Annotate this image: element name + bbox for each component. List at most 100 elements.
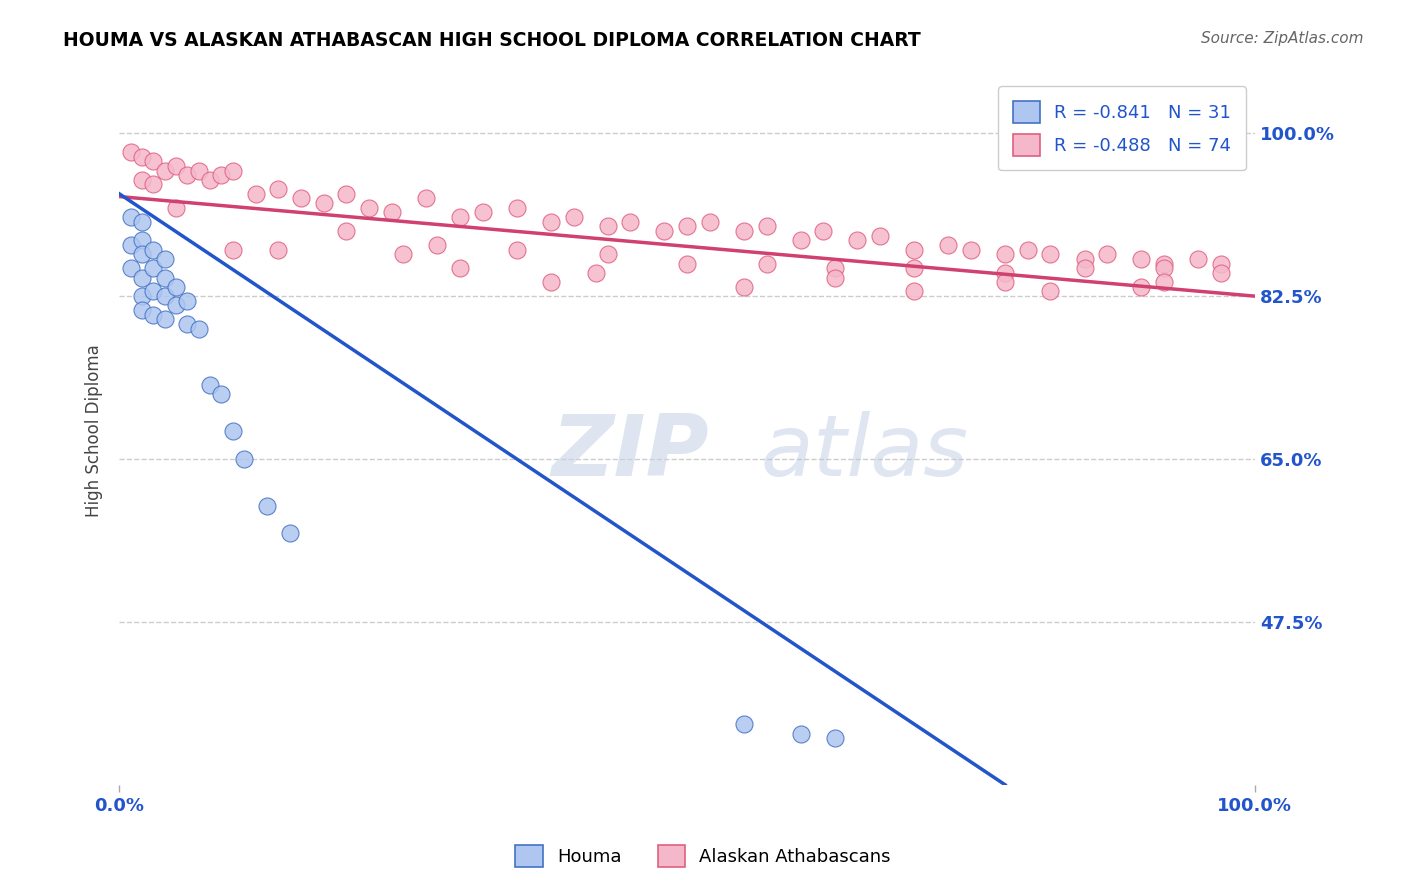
- Point: [789, 233, 811, 247]
- Text: atlas: atlas: [761, 411, 969, 494]
- Point: [846, 233, 869, 247]
- Y-axis label: High School Diploma: High School Diploma: [86, 344, 103, 517]
- Point: [142, 243, 165, 257]
- Point: [960, 243, 983, 257]
- Point: [120, 261, 142, 276]
- Point: [222, 243, 245, 257]
- Point: [824, 731, 846, 746]
- Point: [676, 219, 699, 234]
- Point: [290, 191, 312, 205]
- Point: [1097, 247, 1119, 261]
- Point: [165, 298, 187, 312]
- Point: [619, 215, 641, 229]
- Point: [585, 266, 607, 280]
- Point: [994, 247, 1017, 261]
- Point: [245, 186, 267, 201]
- Text: Source: ZipAtlas.com: Source: ZipAtlas.com: [1201, 31, 1364, 46]
- Point: [153, 163, 176, 178]
- Point: [1130, 280, 1153, 294]
- Point: [755, 256, 778, 270]
- Point: [359, 201, 381, 215]
- Point: [733, 224, 755, 238]
- Point: [471, 205, 494, 219]
- Text: ZIP: ZIP: [551, 411, 709, 494]
- Point: [165, 280, 187, 294]
- Point: [211, 387, 233, 401]
- Point: [381, 205, 404, 219]
- Point: [789, 726, 811, 740]
- Point: [1209, 256, 1232, 270]
- Point: [1153, 261, 1175, 276]
- Point: [1209, 266, 1232, 280]
- Point: [733, 280, 755, 294]
- Point: [676, 256, 699, 270]
- Point: [131, 233, 153, 247]
- Point: [142, 308, 165, 322]
- Point: [120, 238, 142, 252]
- Point: [449, 261, 471, 276]
- Point: [824, 261, 846, 276]
- Point: [1073, 261, 1095, 276]
- Point: [142, 261, 165, 276]
- Point: [733, 717, 755, 731]
- Point: [540, 275, 562, 289]
- Point: [1017, 243, 1039, 257]
- Point: [813, 224, 835, 238]
- Point: [1153, 275, 1175, 289]
- Point: [392, 247, 415, 261]
- Point: [165, 159, 187, 173]
- Point: [903, 261, 925, 276]
- Legend: R = -0.841   N = 31, R = -0.488   N = 74: R = -0.841 N = 31, R = -0.488 N = 74: [998, 87, 1246, 170]
- Point: [1073, 252, 1095, 266]
- Point: [187, 163, 209, 178]
- Point: [654, 224, 676, 238]
- Point: [415, 191, 437, 205]
- Point: [222, 163, 245, 178]
- Point: [562, 210, 585, 224]
- Legend: Houma, Alaskan Athabascans: Houma, Alaskan Athabascans: [506, 836, 900, 876]
- Point: [699, 215, 721, 229]
- Point: [131, 173, 153, 187]
- Point: [131, 215, 153, 229]
- Point: [267, 182, 290, 196]
- Point: [903, 285, 925, 299]
- Point: [176, 317, 198, 331]
- Point: [755, 219, 778, 234]
- Point: [233, 452, 256, 467]
- Point: [267, 243, 290, 257]
- Point: [903, 243, 925, 257]
- Point: [506, 243, 529, 257]
- Point: [198, 377, 221, 392]
- Point: [153, 312, 176, 326]
- Point: [120, 145, 142, 159]
- Point: [540, 215, 562, 229]
- Point: [211, 168, 233, 182]
- Point: [596, 219, 619, 234]
- Point: [596, 247, 619, 261]
- Point: [165, 201, 187, 215]
- Point: [335, 186, 357, 201]
- Point: [278, 526, 301, 541]
- Point: [506, 201, 529, 215]
- Point: [994, 266, 1017, 280]
- Point: [187, 322, 209, 336]
- Point: [131, 303, 153, 318]
- Point: [994, 275, 1017, 289]
- Point: [449, 210, 471, 224]
- Point: [936, 238, 959, 252]
- Point: [131, 270, 153, 285]
- Point: [176, 293, 198, 308]
- Point: [131, 289, 153, 303]
- Point: [131, 247, 153, 261]
- Point: [869, 228, 891, 243]
- Point: [1153, 256, 1175, 270]
- Point: [1187, 252, 1209, 266]
- Point: [256, 499, 278, 513]
- Point: [176, 168, 198, 182]
- Point: [153, 252, 176, 266]
- Point: [142, 178, 165, 192]
- Point: [131, 150, 153, 164]
- Point: [222, 424, 245, 438]
- Point: [1039, 285, 1062, 299]
- Text: HOUMA VS ALASKAN ATHABASCAN HIGH SCHOOL DIPLOMA CORRELATION CHART: HOUMA VS ALASKAN ATHABASCAN HIGH SCHOOL …: [63, 31, 921, 50]
